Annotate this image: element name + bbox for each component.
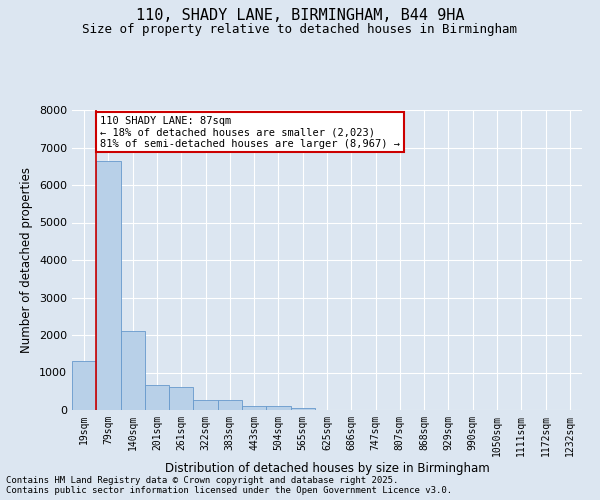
Text: Contains HM Land Registry data © Crown copyright and database right 2025.
Contai: Contains HM Land Registry data © Crown c… — [6, 476, 452, 495]
Text: 110 SHADY LANE: 87sqm
← 18% of detached houses are smaller (2,023)
81% of semi-d: 110 SHADY LANE: 87sqm ← 18% of detached … — [100, 116, 400, 149]
Bar — [169, 387, 193, 410]
Bar — [193, 400, 218, 410]
Bar — [242, 406, 266, 410]
Bar — [290, 408, 315, 410]
X-axis label: Distribution of detached houses by size in Birmingham: Distribution of detached houses by size … — [164, 462, 490, 474]
Text: 110, SHADY LANE, BIRMINGHAM, B44 9HA: 110, SHADY LANE, BIRMINGHAM, B44 9HA — [136, 8, 464, 22]
Bar — [266, 406, 290, 410]
Bar — [218, 400, 242, 410]
Text: Size of property relative to detached houses in Birmingham: Size of property relative to detached ho… — [83, 22, 517, 36]
Y-axis label: Number of detached properties: Number of detached properties — [20, 167, 34, 353]
Bar — [121, 331, 145, 410]
Bar — [96, 160, 121, 410]
Bar — [145, 385, 169, 410]
Bar — [72, 361, 96, 410]
